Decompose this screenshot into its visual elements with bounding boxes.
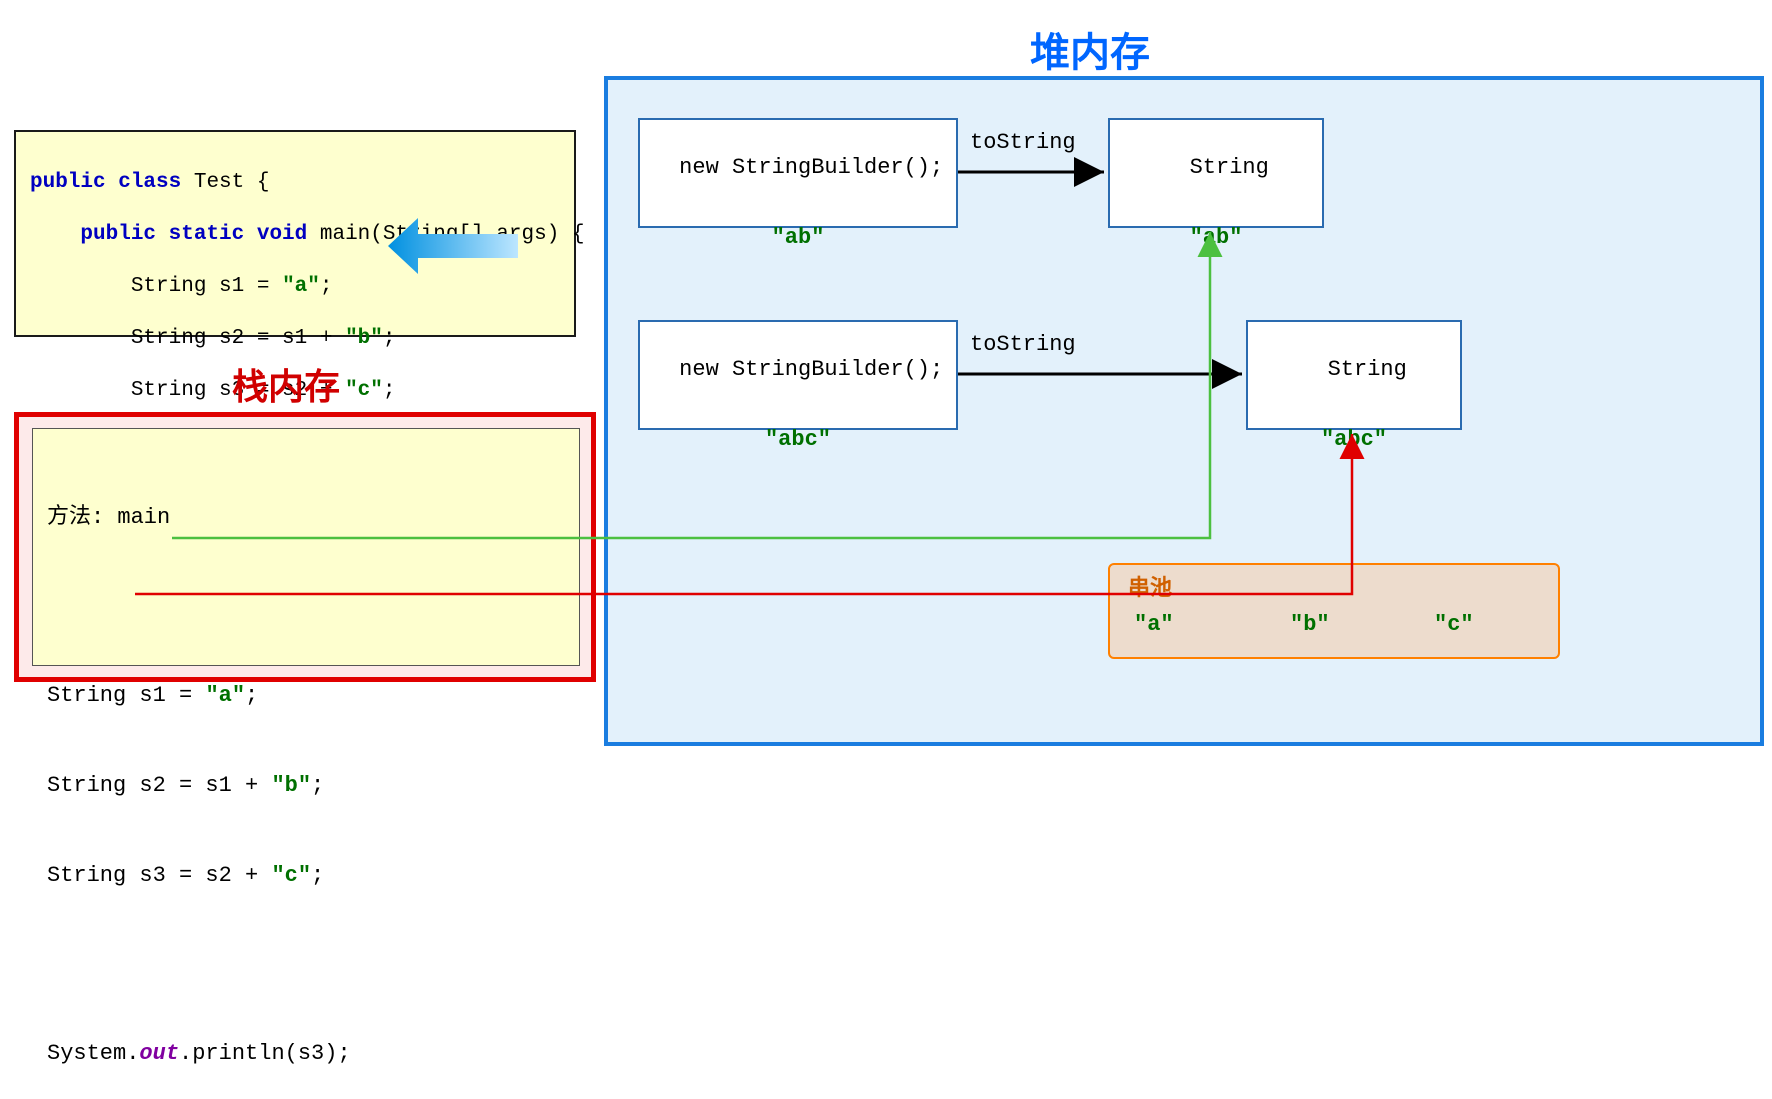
- stack-header: 方法: main: [47, 503, 565, 533]
- stack-text: ;: [245, 683, 258, 708]
- box-value: "abc": [640, 427, 956, 452]
- pool-item-b: "b": [1290, 612, 1330, 637]
- code-text: Test {: [181, 171, 269, 194]
- code-line: String s2 = s1 + "b";: [30, 326, 560, 352]
- string-literal: "c": [345, 379, 383, 402]
- string-literal: "b": [345, 327, 383, 350]
- tostring-label-1: toString: [970, 130, 1076, 155]
- stack-title: 栈内存: [232, 358, 340, 410]
- string-literal: "a": [205, 683, 245, 708]
- code-text: main(String[] args) {: [307, 223, 584, 246]
- spacer: [47, 951, 565, 979]
- keyword: public static void: [80, 223, 307, 246]
- stringbuilder-box-1: new StringBuilder(); "ab": [638, 118, 958, 228]
- string-box-1: String "ab": [1108, 118, 1324, 228]
- box-label: new StringBuilder();: [679, 155, 943, 180]
- code-text: ;: [383, 379, 396, 402]
- pool-item-c: "c": [1434, 612, 1474, 637]
- indent: [30, 327, 131, 350]
- stack-text: String s3 = s2 +: [47, 863, 271, 888]
- string-pool-box: [1108, 563, 1560, 659]
- code-text: ;: [383, 327, 396, 350]
- code-line: public static void main(String[] args) {: [30, 222, 560, 248]
- code-line: public class Test {: [30, 170, 560, 196]
- tostring-label-2: toString: [970, 332, 1076, 357]
- string-box-2: String "abc": [1246, 320, 1462, 430]
- code-text: ;: [320, 275, 333, 298]
- box-label: String: [1328, 357, 1407, 382]
- box-label: String: [1190, 155, 1269, 180]
- string-literal: "a": [282, 275, 320, 298]
- code-text: String s2 = s1 +: [131, 327, 345, 350]
- stack-region-inner: 方法: main String s1 = "a"; String s2 = s1…: [32, 428, 580, 666]
- box-value: "abc": [1248, 427, 1460, 452]
- stack-line: String s2 = s1 + "b";: [47, 771, 565, 801]
- stack-text: ;: [311, 863, 324, 888]
- code-text: String s1 =: [131, 275, 282, 298]
- stack-text: String s1 =: [47, 683, 205, 708]
- pool-item-a: "a": [1134, 612, 1174, 637]
- stack-line: String s3 = s2 + "c";: [47, 861, 565, 891]
- indent: [30, 223, 80, 246]
- stack-text: String s2 = s1 +: [47, 773, 271, 798]
- string-literal: "b": [271, 773, 311, 798]
- keyword-out: out: [139, 1041, 179, 1066]
- keyword: public class: [30, 171, 181, 194]
- string-pool-title: 串池: [1128, 570, 1172, 602]
- box-label: new StringBuilder();: [679, 357, 943, 382]
- stack-text: ;: [311, 773, 324, 798]
- code-source-box: public class Test { public static void m…: [14, 130, 576, 337]
- string-literal: "c": [271, 863, 311, 888]
- stack-text: .println(s3);: [179, 1041, 351, 1066]
- stringbuilder-box-2: new StringBuilder(); "abc": [638, 320, 958, 430]
- code-line: String s1 = "a";: [30, 274, 560, 300]
- indent: [30, 275, 131, 298]
- box-value: "ab": [1110, 225, 1322, 250]
- box-value: "ab": [640, 225, 956, 250]
- heap-title: 堆内存: [1030, 20, 1150, 78]
- spacer: [47, 593, 565, 621]
- indent: [30, 379, 131, 402]
- stack-line: System.out.println(s3);: [47, 1039, 565, 1069]
- stack-text: System.: [47, 1041, 139, 1066]
- stack-line: String s1 = "a";: [47, 681, 565, 711]
